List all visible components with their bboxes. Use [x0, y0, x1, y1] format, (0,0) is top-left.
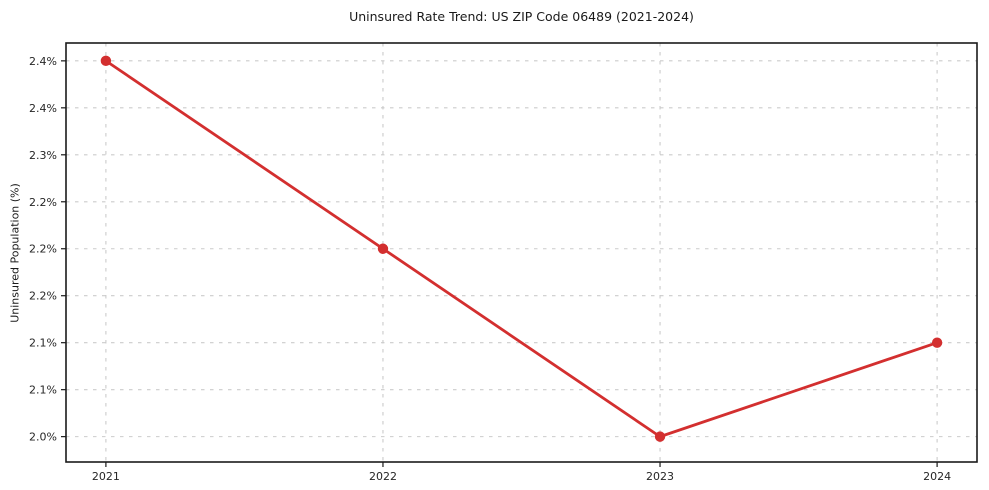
- plot-border: [65, 42, 978, 463]
- data-point: [931, 337, 943, 348]
- y-tick-label: 2.4%: [29, 55, 57, 68]
- trend-line: [104, 59, 939, 439]
- data-point: [654, 431, 666, 442]
- y-tick-label: 2.0%: [29, 431, 57, 444]
- x-tick-label: 2024: [923, 470, 951, 483]
- chart-title: Uninsured Rate Trend: US ZIP Code 06489 …: [349, 9, 694, 24]
- y-tick-label: 2.1%: [29, 384, 57, 397]
- x-tick-label: 2022: [369, 470, 397, 483]
- plot-area: [66, 43, 977, 462]
- y-tick-label: 2.3%: [29, 149, 57, 162]
- y-tick-label: 2.4%: [29, 102, 57, 115]
- data-point: [377, 243, 389, 254]
- x-tick-label: 2023: [646, 470, 674, 483]
- y-tick-label: 2.2%: [29, 243, 57, 256]
- data-point: [100, 55, 112, 67]
- y-tick-label: 2.2%: [29, 290, 57, 303]
- y-tick-label: 2.2%: [29, 196, 57, 209]
- x-tick-label: 2021: [92, 470, 120, 483]
- y-tick-label: 2.1%: [29, 337, 57, 350]
